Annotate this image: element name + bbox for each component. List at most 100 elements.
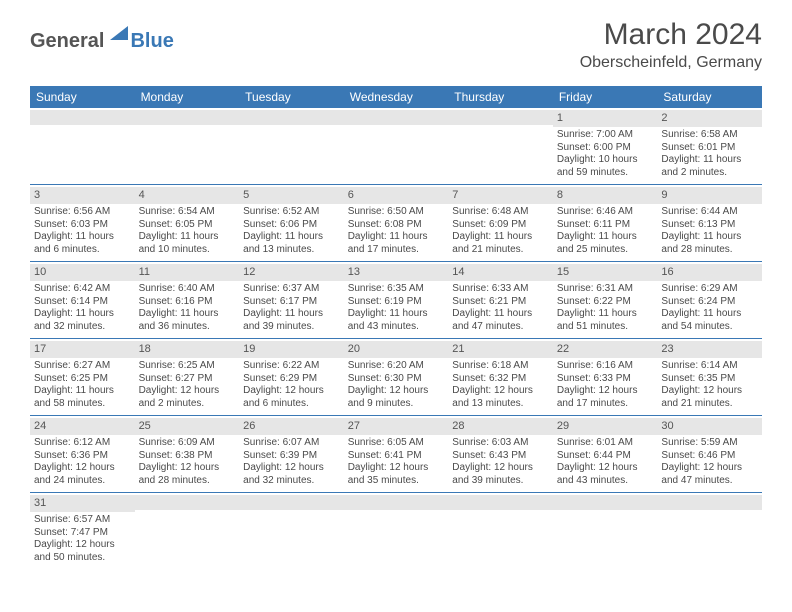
sunset-text: Sunset: 6:21 PM — [452, 296, 549, 309]
sunset-text: Sunset: 6:14 PM — [34, 296, 131, 309]
daylight-text: Daylight: 11 hours and 36 minutes. — [139, 308, 236, 334]
day-number-bar: 30 — [657, 418, 762, 435]
sunset-text: Sunset: 6:13 PM — [661, 219, 758, 232]
daylight-text: Daylight: 12 hours and 39 minutes. — [452, 462, 549, 488]
sunrise-text: Sunrise: 6:33 AM — [452, 283, 549, 296]
day-number-bar: 19 — [239, 341, 344, 358]
sunset-text: Sunset: 6:11 PM — [557, 219, 654, 232]
day-number: 13 — [348, 266, 360, 278]
sunset-text: Sunset: 6:30 PM — [348, 373, 445, 386]
day-number-bar: 27 — [344, 418, 449, 435]
day-cell: 17Sunrise: 6:27 AMSunset: 6:25 PMDayligh… — [30, 339, 135, 415]
empty-cell — [30, 108, 135, 184]
day-number-bar: 5 — [239, 187, 344, 204]
day-number: 11 — [139, 266, 150, 278]
daylight-text: Daylight: 11 hours and 28 minutes. — [661, 231, 758, 257]
daylight-text: Daylight: 10 hours and 59 minutes. — [557, 154, 654, 180]
day-number: 26 — [243, 420, 255, 432]
day-cell: 8Sunrise: 6:46 AMSunset: 6:11 PMDaylight… — [553, 185, 658, 261]
sunrise-text: Sunrise: 6:56 AM — [34, 206, 131, 219]
week-row: 17Sunrise: 6:27 AMSunset: 6:25 PMDayligh… — [30, 339, 762, 416]
day-cell: 9Sunrise: 6:44 AMSunset: 6:13 PMDaylight… — [657, 185, 762, 261]
day-number: 6 — [348, 189, 354, 201]
day-cell: 2Sunrise: 6:58 AMSunset: 6:01 PMDaylight… — [657, 108, 762, 184]
daylight-text: Daylight: 12 hours and 6 minutes. — [243, 385, 340, 411]
day-cell: 14Sunrise: 6:33 AMSunset: 6:21 PMDayligh… — [448, 262, 553, 338]
day-number: 7 — [452, 189, 458, 201]
day-number: 9 — [661, 189, 667, 201]
day-number: 16 — [661, 266, 673, 278]
sunrise-text: Sunrise: 6:50 AM — [348, 206, 445, 219]
day-number: 27 — [348, 420, 360, 432]
sunrise-text: Sunrise: 6:29 AM — [661, 283, 758, 296]
logo-sail-icon — [108, 24, 130, 42]
day-number: 2 — [661, 112, 667, 124]
day-number: 30 — [661, 420, 673, 432]
sunset-text: Sunset: 6:03 PM — [34, 219, 131, 232]
daylight-text: Daylight: 11 hours and 43 minutes. — [348, 308, 445, 334]
day-number-bar: 8 — [553, 187, 658, 204]
day-number-bar: 2 — [657, 110, 762, 127]
daylight-text: Daylight: 12 hours and 9 minutes. — [348, 385, 445, 411]
daylight-text: Daylight: 11 hours and 58 minutes. — [34, 385, 131, 411]
header: General Blue March 2024 Oberscheinfeld, … — [0, 0, 792, 78]
day-cell: 22Sunrise: 6:16 AMSunset: 6:33 PMDayligh… — [553, 339, 658, 415]
sunset-text: Sunset: 6:00 PM — [557, 142, 654, 155]
day-cell: 18Sunrise: 6:25 AMSunset: 6:27 PMDayligh… — [135, 339, 240, 415]
day-number-bar: 10 — [30, 264, 135, 281]
sunrise-text: Sunrise: 6:40 AM — [139, 283, 236, 296]
sunset-text: Sunset: 6:08 PM — [348, 219, 445, 232]
sunrise-text: Sunrise: 6:35 AM — [348, 283, 445, 296]
day-number-bar: 29 — [553, 418, 658, 435]
sunrise-text: Sunrise: 6:48 AM — [452, 206, 549, 219]
empty-cell — [135, 108, 240, 184]
day-number: 19 — [243, 343, 255, 355]
daylight-text: Daylight: 11 hours and 2 minutes. — [661, 154, 758, 180]
sunset-text: Sunset: 6:27 PM — [139, 373, 236, 386]
day-cell: 13Sunrise: 6:35 AMSunset: 6:19 PMDayligh… — [344, 262, 449, 338]
week-row: 10Sunrise: 6:42 AMSunset: 6:14 PMDayligh… — [30, 262, 762, 339]
day-number-bar — [30, 110, 135, 125]
day-cell: 16Sunrise: 6:29 AMSunset: 6:24 PMDayligh… — [657, 262, 762, 338]
sunrise-text: Sunrise: 6:03 AM — [452, 437, 549, 450]
day-cell: 25Sunrise: 6:09 AMSunset: 6:38 PMDayligh… — [135, 416, 240, 492]
daylight-text: Daylight: 12 hours and 43 minutes. — [557, 462, 654, 488]
day-number-bar: 31 — [30, 495, 135, 512]
day-number-bar — [657, 495, 762, 510]
empty-cell — [344, 493, 449, 569]
weekday-header: Saturday — [657, 86, 762, 108]
day-number: 5 — [243, 189, 249, 201]
daylight-text: Daylight: 12 hours and 24 minutes. — [34, 462, 131, 488]
sunrise-text: Sunrise: 6:54 AM — [139, 206, 236, 219]
sunrise-text: Sunrise: 6:42 AM — [34, 283, 131, 296]
day-cell: 4Sunrise: 6:54 AMSunset: 6:05 PMDaylight… — [135, 185, 240, 261]
sunrise-text: Sunrise: 6:57 AM — [34, 514, 131, 527]
weekday-header: Sunday — [30, 86, 135, 108]
daylight-text: Daylight: 11 hours and 32 minutes. — [34, 308, 131, 334]
day-number-bar: 9 — [657, 187, 762, 204]
weekday-header: Friday — [553, 86, 658, 108]
weekday-header-row: SundayMondayTuesdayWednesdayThursdayFrid… — [30, 86, 762, 108]
sunset-text: Sunset: 6:24 PM — [661, 296, 758, 309]
daylight-text: Daylight: 11 hours and 25 minutes. — [557, 231, 654, 257]
day-cell: 5Sunrise: 6:52 AMSunset: 6:06 PMDaylight… — [239, 185, 344, 261]
day-number-bar: 23 — [657, 341, 762, 358]
sunset-text: Sunset: 6:35 PM — [661, 373, 758, 386]
sunrise-text: Sunrise: 6:27 AM — [34, 360, 131, 373]
day-cell: 23Sunrise: 6:14 AMSunset: 6:35 PMDayligh… — [657, 339, 762, 415]
sunset-text: Sunset: 6:06 PM — [243, 219, 340, 232]
day-number-bar: 15 — [553, 264, 658, 281]
day-number: 17 — [34, 343, 46, 355]
day-number-bar: 21 — [448, 341, 553, 358]
sunset-text: Sunset: 6:41 PM — [348, 450, 445, 463]
day-number-bar — [344, 110, 449, 125]
location-label: Oberscheinfeld, Germany — [580, 54, 762, 72]
day-number-bar: 6 — [344, 187, 449, 204]
calendar: SundayMondayTuesdayWednesdayThursdayFrid… — [30, 86, 762, 569]
sunrise-text: Sunrise: 6:20 AM — [348, 360, 445, 373]
daylight-text: Daylight: 11 hours and 51 minutes. — [557, 308, 654, 334]
weekday-header: Tuesday — [239, 86, 344, 108]
day-number-bar: 25 — [135, 418, 240, 435]
day-number: 18 — [139, 343, 151, 355]
daylight-text: Daylight: 12 hours and 32 minutes. — [243, 462, 340, 488]
